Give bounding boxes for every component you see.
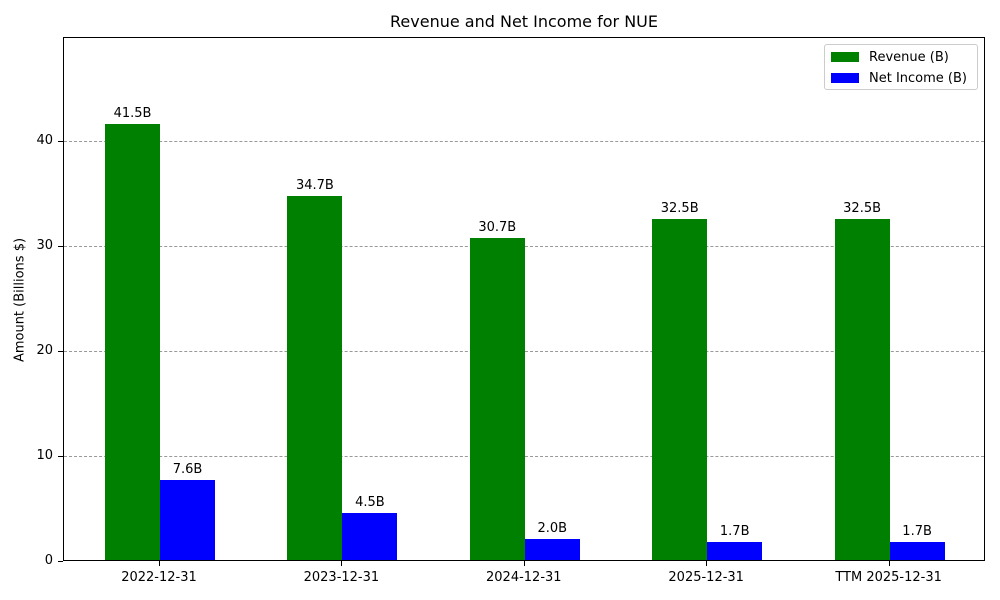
legend-item-revenue: Revenue (B) xyxy=(831,48,949,66)
bar-value-label: 1.7B xyxy=(719,524,750,540)
bar-value-label: 34.7B xyxy=(295,177,334,193)
legend-swatch xyxy=(831,73,859,83)
bar-value-label: 2.0B xyxy=(537,520,568,536)
bar-revenue xyxy=(469,237,525,560)
bar-revenue xyxy=(652,218,708,560)
bar-value-label: 1.7B xyxy=(902,524,932,540)
y-tick-label: 0 xyxy=(44,553,53,568)
y-tick-mark xyxy=(58,245,63,247)
legend-label: Net Income (B) xyxy=(869,70,967,86)
x-tick-label: TTM 2025-12-31 xyxy=(835,570,942,585)
x-tick-label: 2025-12-31 xyxy=(668,570,744,585)
bar-value-label: 41.5B xyxy=(113,106,152,122)
y-tick-mark xyxy=(58,140,63,142)
bar-net-income xyxy=(160,480,215,560)
x-tick-mark xyxy=(159,561,160,566)
bar-value-label: 4.5B xyxy=(355,494,385,510)
bar-net-income xyxy=(342,512,398,560)
y-tick-label: 30 xyxy=(36,237,53,253)
x-tick-mark xyxy=(523,561,525,566)
legend-swatch xyxy=(831,52,859,62)
bar-value-label: 7.6B xyxy=(172,462,203,478)
bar-value-label: 32.5B xyxy=(660,200,699,216)
legend: Revenue (B) Net Income (B) xyxy=(824,44,978,90)
x-tick-label: 2024-12-31 xyxy=(486,570,562,585)
y-tick-mark xyxy=(58,350,63,352)
x-tick-label: 2022-12-31 xyxy=(121,570,197,585)
y-tick-label: 40 xyxy=(36,132,53,148)
plot-area: 41.5B 34.7B 30.7B 32.5B 32.5B 7.6B 4.5B 2.0B 1.7… xyxy=(63,37,985,561)
y-tick-mark xyxy=(58,561,63,562)
y-tick-mark xyxy=(58,455,63,457)
legend-item-net-income: Net Income (B) xyxy=(831,69,967,87)
x-tick-label: 2023-12-31 xyxy=(303,570,380,585)
bar-value-label: 32.5B xyxy=(843,200,882,216)
bar-net-income xyxy=(707,542,763,560)
bar-revenue xyxy=(105,124,160,560)
legend-label: Revenue (B) xyxy=(869,49,949,65)
gridline xyxy=(64,140,984,142)
bar-revenue xyxy=(287,195,343,560)
y-tick-label: 10 xyxy=(36,447,53,463)
x-tick-mark xyxy=(706,561,708,566)
bar-value-label: 30.7B xyxy=(478,219,517,235)
x-tick-mark xyxy=(341,561,343,566)
bar-revenue xyxy=(834,218,890,560)
chart-title: Revenue and Net Income for NUE xyxy=(390,12,658,31)
bar-net-income xyxy=(524,539,580,560)
bar-net-income xyxy=(889,542,945,560)
x-tick-mark xyxy=(888,561,890,566)
y-tick-label: 20 xyxy=(36,342,53,358)
